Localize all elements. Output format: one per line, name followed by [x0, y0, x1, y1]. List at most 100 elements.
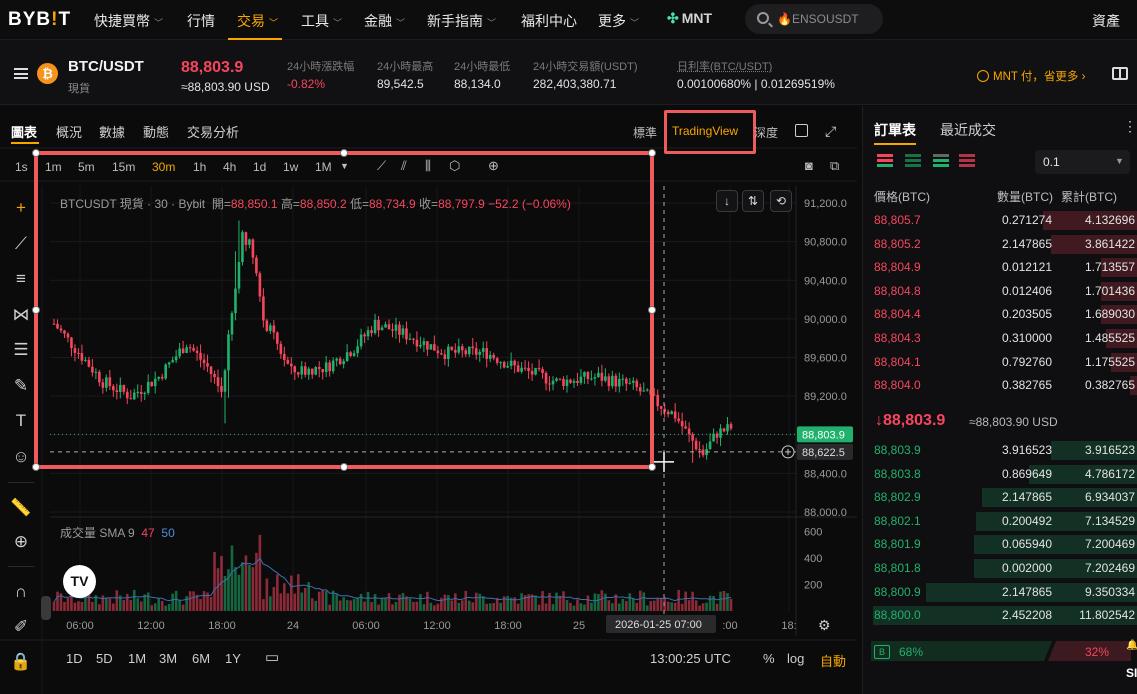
- nav-trade[interactable]: 交易 ﹀: [237, 13, 279, 29]
- book-mode-both-icon[interactable]: [877, 154, 893, 168]
- tf-30m[interactable]: 30m: [152, 160, 176, 174]
- tf-5m[interactable]: 5m: [78, 160, 95, 174]
- mnt-link[interactable]: ✣ MNT: [667, 10, 713, 26]
- tab-data[interactable]: 數據: [99, 125, 126, 140]
- tf-1M[interactable]: 1M: [315, 160, 332, 174]
- nav-quick-buy[interactable]: 快捷買幣 ﹀: [94, 13, 164, 29]
- resize-handle[interactable]: [32, 463, 40, 471]
- scale-auto[interactable]: 自動: [820, 654, 847, 669]
- ask-row[interactable]: 88,804.0 0.382765 0.382765: [863, 374, 1137, 398]
- reset-view-icon[interactable]: ⟲: [770, 190, 792, 212]
- range-5D[interactable]: 5D: [96, 651, 113, 666]
- bid-row[interactable]: 88,801.9 0.065940 7.200469: [863, 533, 1137, 557]
- view-standard[interactable]: 標準: [633, 126, 658, 140]
- scroll-down-icon[interactable]: ↓: [716, 190, 738, 212]
- tab-chart[interactable]: 圖表: [11, 125, 38, 140]
- fib-icon[interactable]: ☰: [13, 340, 29, 359]
- zoom-in-icon[interactable]: ⊕: [13, 532, 29, 551]
- bybit-logo[interactable]: BYB!T: [8, 9, 72, 30]
- chart-canvas[interactable]: 91,200.0 90,800.0 90,400.0 90,000.0 89,600.0…: [0, 106, 857, 694]
- range-1M[interactable]: 1M: [128, 651, 147, 666]
- lock-drawings-icon[interactable]: ✐: [13, 617, 29, 636]
- crosshair-icon[interactable]: +: [16, 198, 26, 217]
- tick-size-select[interactable]: 0.1 ▼: [1035, 150, 1130, 174]
- book-mode-bids-only-icon[interactable]: [933, 154, 949, 168]
- fullscreen-icon[interactable]: ⤢: [825, 123, 837, 139]
- nav-finance[interactable]: 金融 ﹀: [364, 13, 406, 29]
- bid-row[interactable]: 88,802.1 0.200492 7.134529: [863, 510, 1137, 534]
- book-mode-asks-icon[interactable]: [959, 154, 975, 168]
- resize-handle[interactable]: [648, 306, 656, 314]
- nav-tools[interactable]: 工具 ﹀: [301, 13, 343, 29]
- range-1D[interactable]: 1D: [66, 651, 83, 666]
- layout-toggle-icon[interactable]: [795, 124, 808, 137]
- ask-row[interactable]: 88,804.4 0.203505 1.689030: [863, 303, 1137, 327]
- guide-book-icon[interactable]: [1112, 67, 1128, 80]
- pair-symbol[interactable]: BTC/USDT: [68, 58, 144, 75]
- date-range-calendar-icon[interactable]: ▭: [265, 649, 280, 666]
- indicator-line-icon[interactable]: ⟋: [377, 158, 387, 173]
- bid-row[interactable]: 88,800.9 2.147865 9.350334: [863, 581, 1137, 605]
- tab-recent-trades[interactable]: 最近成交: [940, 122, 996, 138]
- ask-row[interactable]: 88,805.7 0.271274 4.132696: [863, 209, 1137, 233]
- range-6M[interactable]: 6M: [192, 651, 211, 666]
- emoji-icon[interactable]: ☺: [12, 447, 30, 466]
- more-options-icon[interactable]: ⋮: [1123, 118, 1137, 134]
- chart-settings-gear-icon[interactable]: ⚙: [818, 617, 831, 633]
- tab-overview[interactable]: 概況: [56, 125, 83, 140]
- tab-trade-analysis[interactable]: 交易分析: [187, 125, 240, 140]
- tf-1d[interactable]: 1d: [253, 160, 267, 174]
- resize-handle[interactable]: [648, 463, 656, 471]
- trend-line-icon[interactable]: ⟋: [15, 234, 27, 253]
- stat-label-daily-rate[interactable]: 日利率(BTC/USDT): [677, 61, 773, 73]
- nav-rewards-center[interactable]: 福利中心: [521, 13, 577, 29]
- magnet-icon[interactable]: ∩: [14, 582, 28, 601]
- resize-handle[interactable]: [32, 306, 40, 314]
- ask-row[interactable]: 88,804.3 0.310000 1.485525: [863, 327, 1137, 351]
- ask-row[interactable]: 88,804.1 0.792760 1.175525: [863, 351, 1137, 375]
- nav-markets[interactable]: 行情: [187, 13, 215, 29]
- assets-menu[interactable]: 資產: [1092, 13, 1120, 29]
- tab-order-book[interactable]: 訂單表: [874, 122, 916, 138]
- ask-row[interactable]: 88,805.2 2.147865 3.861422: [863, 233, 1137, 257]
- book-mode-bids-icon[interactable]: [905, 154, 921, 168]
- screenshot-expand-icon[interactable]: ⧉: [830, 158, 840, 173]
- notification-bell-icon[interactable]: 🔔: [1126, 640, 1137, 651]
- collapse-icon[interactable]: ⇅: [742, 190, 764, 212]
- ask-row[interactable]: 88,804.8 0.012406 1.701436: [863, 280, 1137, 304]
- tf-15m[interactable]: 15m: [112, 160, 136, 174]
- range-3M[interactable]: 3M: [159, 651, 178, 666]
- brush-icon[interactable]: ✎: [13, 376, 29, 395]
- ruler-icon[interactable]: 📏: [10, 498, 32, 517]
- utc-clock[interactable]: 13:00:25 UTC: [650, 651, 731, 666]
- chart-style-icon[interactable]: ⫽: [401, 158, 407, 173]
- tab-feed[interactable]: 動態: [143, 125, 170, 140]
- view-tradingview[interactable]: TradingView: [672, 124, 739, 138]
- nav-beginner-guide[interactable]: 新手指南 ﹀: [427, 13, 497, 29]
- mid-price[interactable]: ↓88,803.9: [875, 412, 946, 429]
- text-tool-icon[interactable]: T: [15, 411, 27, 430]
- horizontal-lines-icon[interactable]: ≡: [16, 269, 26, 288]
- menu-icon[interactable]: [14, 68, 28, 79]
- bid-row[interactable]: 88,803.8 0.869649 4.786172: [863, 463, 1137, 487]
- resize-handle[interactable]: [648, 149, 656, 157]
- resize-handle[interactable]: [340, 463, 348, 471]
- resize-handle[interactable]: [32, 149, 40, 157]
- tf-1w[interactable]: 1w: [283, 160, 299, 174]
- mnt-promo-link[interactable]: MNT 付，省更多 ›: [977, 68, 1085, 84]
- bid-row[interactable]: 88,800.0 2.452208 11.802542: [863, 604, 1137, 628]
- settings-hex-icon[interactable]: ⬡: [449, 158, 461, 173]
- pattern-icon[interactable]: ⋈: [12, 305, 30, 324]
- ask-row[interactable]: 88,804.9 0.012121 1.713557: [863, 256, 1137, 280]
- resize-handle[interactable]: [340, 149, 348, 157]
- tf-4h[interactable]: 4h: [223, 160, 237, 174]
- nav-more[interactable]: 更多 ﹀: [598, 13, 640, 29]
- candles-icon[interactable]: ⫼: [425, 158, 431, 173]
- bid-row[interactable]: 88,801.8 0.002000 7.202469: [863, 557, 1137, 581]
- add-compare-icon[interactable]: ⊕: [488, 158, 499, 173]
- bid-row[interactable]: 88,802.9 2.147865 6.934037: [863, 486, 1137, 510]
- camera-icon[interactable]: ◙: [805, 158, 813, 173]
- tf-more-chevron-icon[interactable]: ▼: [340, 161, 349, 171]
- view-depth[interactable]: 深度: [754, 126, 779, 140]
- tf-1s[interactable]: 1s: [15, 160, 28, 174]
